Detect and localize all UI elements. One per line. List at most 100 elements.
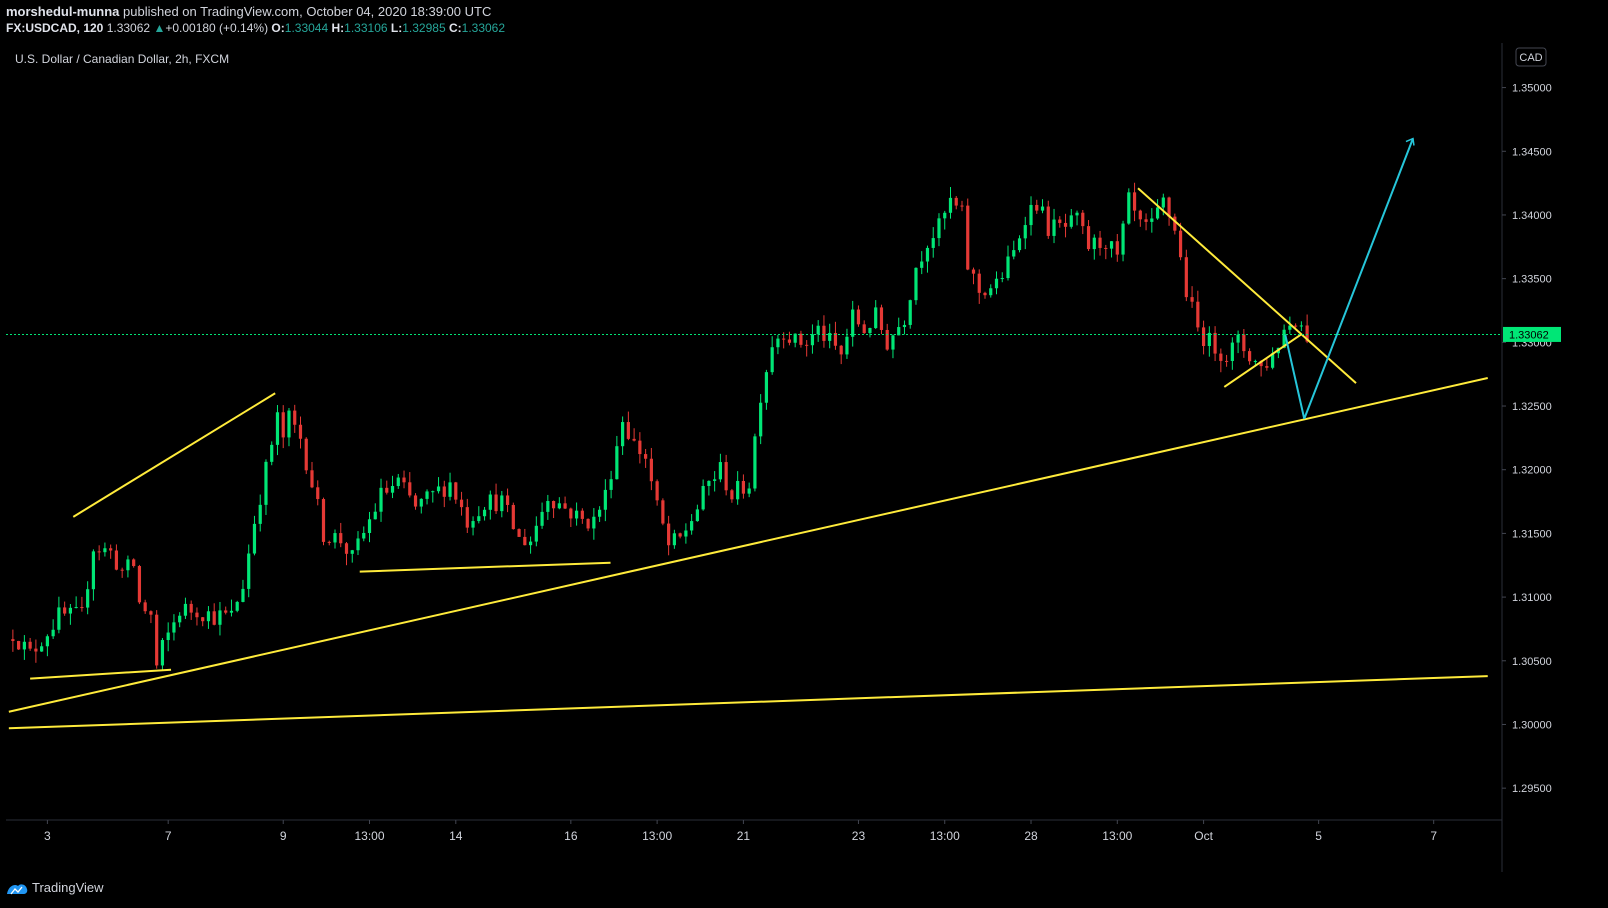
candle-body bbox=[201, 617, 205, 622]
candle-body bbox=[563, 503, 567, 509]
candle-body bbox=[385, 487, 389, 493]
candle-body bbox=[183, 603, 188, 616]
candle-body bbox=[994, 278, 999, 289]
x-tick-label: 23 bbox=[852, 829, 866, 843]
x-tick-label: 7 bbox=[165, 829, 172, 843]
candle-body bbox=[1115, 241, 1119, 255]
candle-body bbox=[569, 508, 573, 519]
candle-body bbox=[879, 307, 884, 330]
triangle-upper-line[interactable] bbox=[1137, 187, 1357, 384]
candle-body bbox=[1184, 257, 1188, 298]
candle-body bbox=[793, 333, 797, 343]
candle-body bbox=[40, 646, 44, 652]
candle-body bbox=[235, 601, 239, 611]
candle-body bbox=[925, 247, 930, 262]
y-tick-label: 1.31000 bbox=[1512, 592, 1552, 604]
support-line-middle[interactable] bbox=[359, 561, 611, 573]
candle-body bbox=[885, 329, 889, 350]
footer-brand-text: TradingView bbox=[32, 880, 104, 895]
candle-body bbox=[413, 495, 418, 507]
candle-body bbox=[149, 611, 153, 615]
candle-body bbox=[1196, 301, 1200, 328]
candle-body bbox=[1086, 226, 1091, 250]
high-value: 1.33106 bbox=[344, 21, 388, 35]
candle-body bbox=[598, 509, 602, 517]
candle-body bbox=[574, 510, 579, 519]
trendline-ascending[interactable] bbox=[8, 377, 1488, 713]
candle-body bbox=[344, 543, 349, 554]
candle-body bbox=[609, 479, 613, 490]
candle-body bbox=[166, 632, 170, 641]
candle-body bbox=[1167, 197, 1171, 217]
candle-body bbox=[1052, 219, 1056, 236]
low-label: L: bbox=[390, 21, 403, 35]
candle-body bbox=[494, 494, 498, 512]
candle-body bbox=[690, 521, 694, 531]
candle-body bbox=[1178, 230, 1183, 258]
projection-up-line[interactable] bbox=[1303, 138, 1414, 420]
candle-body bbox=[132, 559, 136, 567]
chart-area[interactable]: 1.29500 1.30000 1.30500 1.31000 1.31500 1.320… bbox=[6, 43, 1603, 872]
candle-body bbox=[730, 490, 734, 500]
trendline-rising[interactable] bbox=[72, 392, 276, 518]
symbol-label: FX:USDCAD, 120 bbox=[6, 21, 104, 35]
candle-body bbox=[137, 566, 142, 603]
candle-body bbox=[1035, 204, 1039, 211]
currency-badge[interactable]: CAD bbox=[1515, 47, 1547, 67]
author-name[interactable]: morshedul-munna bbox=[6, 4, 120, 19]
candle-body bbox=[172, 622, 176, 633]
candlestick-chart[interactable]: 1.29500 1.30000 1.30500 1.31000 1.31500 1.320… bbox=[6, 43, 1603, 872]
time-axis[interactable]: 3 7 9 13:00 14 16 13:00 21 23 13:00 28 13:00 Oct 5 7 bbox=[6, 819, 1502, 843]
candle-body bbox=[63, 607, 67, 614]
y-tick-label: 1.31500 bbox=[1512, 528, 1552, 540]
x-tick-label: 21 bbox=[737, 829, 751, 843]
candle-body bbox=[839, 345, 843, 355]
candle-body bbox=[816, 325, 820, 335]
candle-body bbox=[477, 516, 481, 522]
x-tick-label: 13:00 bbox=[930, 829, 960, 843]
candle-body bbox=[321, 499, 326, 542]
candle-body bbox=[528, 541, 533, 546]
last-price-tag-label: 1.33062 bbox=[1509, 329, 1549, 341]
x-tick-label: Oct bbox=[1194, 829, 1213, 843]
candle-body bbox=[1219, 353, 1223, 361]
candle-body bbox=[91, 551, 96, 590]
candle-body bbox=[1046, 206, 1050, 236]
candle-body bbox=[224, 610, 228, 613]
candle-body bbox=[667, 523, 671, 546]
change-arrow-icon: ▲ bbox=[153, 21, 166, 35]
x-tick-label: 5 bbox=[1315, 829, 1322, 843]
price-axis[interactable]: 1.29500 1.30000 1.30500 1.31000 1.31500 1.320… bbox=[1501, 43, 1552, 872]
candle-body bbox=[270, 444, 274, 462]
candle-body bbox=[28, 641, 32, 649]
candle-body bbox=[632, 438, 636, 441]
candle-body bbox=[874, 307, 878, 329]
last-price: 1.33062 bbox=[106, 21, 151, 35]
candle-body bbox=[1144, 219, 1148, 222]
candle-body bbox=[799, 333, 803, 345]
candle-body bbox=[333, 533, 337, 543]
candle-body bbox=[362, 532, 366, 539]
candle-body bbox=[155, 614, 159, 666]
x-tick-label: 14 bbox=[449, 829, 463, 843]
candle-body bbox=[379, 487, 383, 512]
candle-body bbox=[603, 489, 607, 510]
candle-body bbox=[1150, 218, 1154, 222]
candle-body bbox=[1259, 360, 1263, 367]
candle-body bbox=[419, 498, 423, 507]
projection-down-line[interactable] bbox=[1284, 334, 1306, 419]
candle-body bbox=[833, 332, 838, 346]
change-value: +0.00180 (+0.14%) bbox=[165, 21, 269, 35]
candle-body bbox=[931, 238, 935, 248]
candle-body bbox=[1040, 206, 1045, 211]
candle-body bbox=[1207, 332, 1211, 347]
footer-brand[interactable]: TradingView bbox=[6, 880, 104, 895]
candle-body bbox=[1081, 212, 1085, 227]
support-line-left[interactable] bbox=[30, 668, 172, 680]
trendline-base[interactable] bbox=[8, 675, 1488, 730]
candle-body bbox=[431, 491, 435, 493]
candle-body bbox=[684, 530, 688, 537]
candle-body bbox=[695, 509, 699, 522]
candle-body bbox=[103, 548, 107, 553]
candle-body bbox=[902, 324, 907, 328]
